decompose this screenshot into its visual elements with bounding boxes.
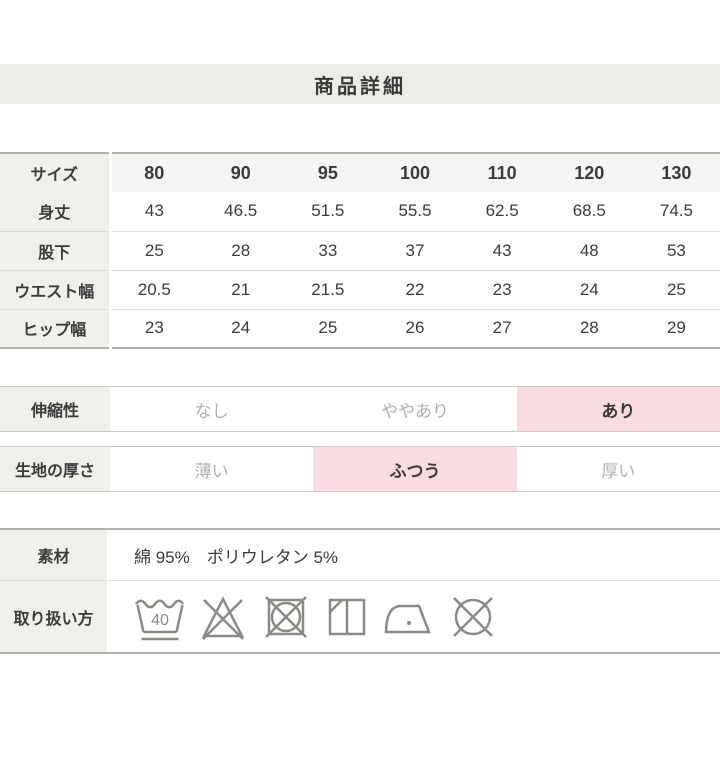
row-label: 身丈 [0,192,112,231]
table-row-inseam: 股下 25 28 33 37 43 48 53 [0,230,720,270]
cell-value: 74.5 [632,192,720,231]
option-thin: 薄い [110,447,314,491]
cell-value: 37 [371,230,459,270]
option-none: なし [110,387,314,431]
attribute-row-elasticity: 伸縮性 なし ややあり あり [0,386,720,432]
do-not-dry-clean-icon [453,596,493,637]
cell-value: 46.5 [197,192,285,231]
attribute-label: 伸縮性 [0,387,110,431]
table-row-waist-width: ウエスト幅 20.5 21 21.5 22 23 24 25 [0,269,720,309]
cell-value: 23 [110,308,198,348]
cell-value: 43 [110,192,198,231]
cell-value: 25 [284,308,372,348]
cell-value: 20.5 [110,269,198,309]
cell-value: 23 [458,269,546,309]
cell-value: 21 [197,269,285,309]
cell-value: 28 [545,308,633,348]
cell-value: 43 [458,230,546,270]
cell-value: 24 [197,308,285,348]
cell-value: 25 [110,230,198,270]
iron-low-icon [384,604,431,633]
care-row: 取り扱い方 40 [0,580,720,652]
care-icons-group: 40 [110,581,720,652]
do-not-tumble-dry-icon [265,595,307,638]
size-spec-table: サイズ 80 90 95 100 110 120 130 身丈 43 46.5 … [0,152,720,349]
size-corner-label: サイズ [0,153,112,192]
line-dry-in-shade-icon [328,598,366,635]
attribute-row-fabric-thickness: 生地の厚さ 薄い ふつう 厚い [0,446,720,492]
cell-value: 51.5 [284,192,372,231]
size-col-header: 130 [632,153,720,192]
cell-value: 28 [197,230,285,270]
care-label: 取り扱い方 [0,581,110,652]
material-row: 素材 綿 95% ポリウレタン 5% [0,530,720,580]
cell-value: 68.5 [545,192,633,231]
row-label: 股下 [0,230,112,270]
row-label: ウエスト幅 [0,269,112,309]
cell-value: 21.5 [284,269,372,309]
cell-value: 22 [371,269,459,309]
svg-text:40: 40 [151,612,169,629]
option-slight: ややあり [313,387,517,431]
cell-value: 33 [284,230,372,270]
size-col-header: 90 [197,153,285,192]
cell-value: 27 [458,308,546,348]
machine-wash-40-gentle-icon: 40 [134,599,185,640]
size-col-header: 95 [284,153,372,192]
material-value: 綿 95% ポリウレタン 5% [110,530,720,580]
size-col-header: 80 [110,153,198,192]
cell-value: 26 [371,308,459,348]
cell-value: 48 [545,230,633,270]
size-col-header: 120 [545,153,633,192]
option-yes-selected: あり [516,387,720,431]
size-col-header: 110 [458,153,546,192]
size-header-row: サイズ 80 90 95 100 110 120 130 [0,153,720,192]
size-col-header: 100 [371,153,459,192]
cell-value: 53 [632,230,720,270]
attribute-label: 生地の厚さ [0,447,110,491]
cell-value: 62.5 [458,192,546,231]
table-row-body-length: 身丈 43 46.5 51.5 55.5 62.5 68.5 74.5 [0,192,720,231]
cell-value: 55.5 [371,192,459,231]
cell-value: 25 [632,269,720,309]
section-header: 商品詳細 [0,64,720,104]
row-label: ヒップ幅 [0,308,112,348]
material-care-table: 素材 綿 95% ポリウレタン 5% 取り扱い方 40 [0,528,720,654]
cell-value: 24 [545,269,633,309]
product-detail-page: 商品詳細 サイズ 80 90 95 100 110 120 130 身丈 43 … [0,64,720,784]
table-row-hip-width: ヒップ幅 23 24 25 26 27 28 29 [0,308,720,348]
do-not-bleach-icon [201,595,245,640]
material-label: 素材 [0,530,110,580]
page-title: 商品詳細 [314,75,406,98]
option-thick: 厚い [516,447,720,491]
option-normal-selected: ふつう [313,447,517,491]
cell-value: 29 [632,308,720,348]
